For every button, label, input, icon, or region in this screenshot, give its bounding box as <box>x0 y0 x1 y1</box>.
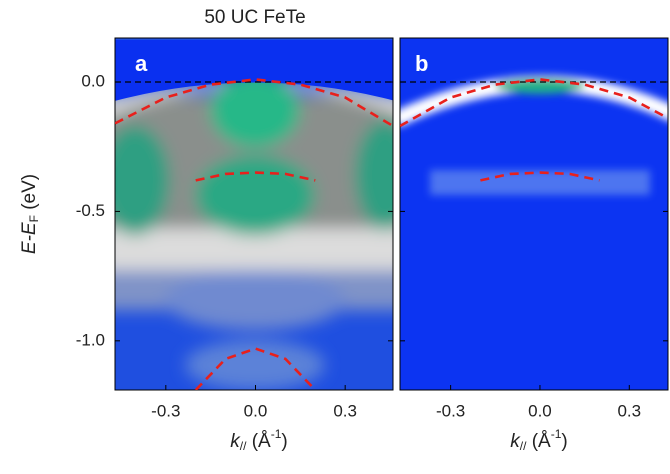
x-tick-label: 0.3 <box>617 401 641 420</box>
fit-curve <box>194 347 317 390</box>
x-axis-label: k// (Å-1) <box>510 427 567 453</box>
x-label-close: ) <box>561 431 567 452</box>
x-label-sup: -1 <box>551 427 562 441</box>
x-label-unit: (Å <box>526 431 551 452</box>
x-label-sub: // <box>240 439 247 453</box>
chart-title: 50 UC FeTe <box>204 7 305 28</box>
y-label-unit: (eV) <box>19 174 40 215</box>
fit-curve <box>115 78 393 128</box>
y-label-main: E-E <box>19 222 40 254</box>
frame-b <box>399 37 669 391</box>
panel-label: a <box>135 51 148 76</box>
x-tick-label: 0.3 <box>333 401 357 420</box>
frame-a <box>114 37 394 391</box>
x-axis-label: k// (Å-1) <box>230 427 287 453</box>
y-label-sub: F <box>27 215 41 222</box>
fit-curve <box>480 171 600 182</box>
fit-curve <box>400 78 668 128</box>
x-label-sub: // <box>520 439 527 453</box>
spectrum-a <box>115 38 393 390</box>
panel-label: b <box>415 51 428 76</box>
x-tick-label: -0.3 <box>151 401 180 420</box>
y-tick-label: -1.0 <box>76 330 105 349</box>
x-tick-label: -0.3 <box>436 401 465 420</box>
plot-area <box>115 78 393 390</box>
x-label-sup: -1 <box>271 427 282 441</box>
x-tick-label: 0.0 <box>244 401 268 420</box>
y-tick-label: 0.0 <box>81 71 105 90</box>
x-label-close: ) <box>281 431 287 452</box>
plot-area <box>400 78 668 182</box>
fit-curve <box>195 171 316 182</box>
x-tick-label: 0.0 <box>528 401 552 420</box>
spectrum-b <box>400 38 668 390</box>
y-axis-label: E-EF (eV) <box>19 174 41 254</box>
x-label-main: k <box>230 431 241 452</box>
y-tick-label: -0.5 <box>76 201 105 220</box>
x-label-unit: (Å <box>246 431 271 452</box>
x-label-main: k <box>510 431 521 452</box>
